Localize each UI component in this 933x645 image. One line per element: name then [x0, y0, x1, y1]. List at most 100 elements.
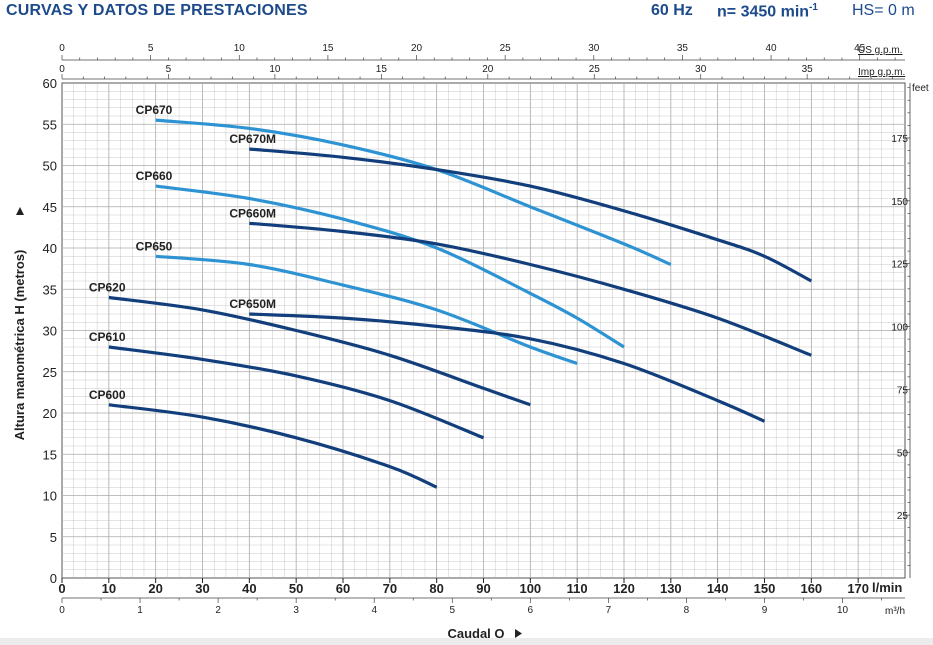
x-tick-label: 50: [289, 581, 303, 596]
speed-exponent: -1: [809, 2, 818, 13]
series-label-cp670: CP670: [136, 103, 173, 117]
series-label-cp650: CP650: [136, 239, 173, 253]
x-tick-label: 40: [242, 581, 256, 596]
series-line-cp650: [155, 254, 578, 366]
imp-gpm-tick-label: 0: [59, 64, 65, 75]
imp-gpm-tick-label: 35: [802, 64, 814, 75]
imp-gpm-unit-label: Imp g.p.m.: [858, 67, 905, 78]
series-line-cp670m: [249, 147, 813, 283]
feet-tick-label: 50: [897, 448, 909, 459]
chart-title: CURVAS Y DATOS DE PRESTACIONES: [6, 2, 308, 19]
series-layer: [108, 118, 813, 489]
x-tick-label: 0: [58, 581, 65, 596]
series-line-cp660m: [249, 221, 812, 357]
x-tick-label: 120: [613, 581, 635, 596]
speed-label: n= 3450 min-1: [717, 2, 818, 21]
feet-tick-label: 100: [891, 323, 908, 334]
series-label-cp610: CP610: [89, 330, 126, 344]
frequency-label: 60 Hz: [651, 2, 693, 19]
us-gpm-tick-label: 20: [411, 43, 423, 54]
x-tick-label: 60: [336, 581, 350, 596]
y-tick-label: 50: [43, 159, 57, 174]
imp-gpm-tick-label: 20: [482, 64, 494, 75]
feet-unit-label: feet: [912, 83, 929, 94]
series-label-cp660m: CP660M: [229, 206, 276, 220]
us-gpm-tick-label: 40: [765, 43, 777, 54]
x-axis-arrow-icon: [515, 629, 522, 638]
imp-gpm-tick-label: 30: [695, 64, 707, 75]
x-axis-title: Caudal Q: [447, 626, 522, 641]
m3h-tick-label: 3: [293, 605, 299, 616]
feet-tick-label: 25: [897, 511, 909, 522]
m3h-tick-label: 7: [606, 605, 612, 616]
series-line-cp620: [108, 295, 531, 407]
x-tick-label: 160: [800, 581, 822, 596]
m3h-tick-label: 2: [215, 605, 221, 616]
imp-gpm-tick-label: 25: [589, 64, 601, 75]
series-label-cp670m: CP670M: [229, 132, 276, 146]
suction-height-label: HS= 0 m: [852, 2, 915, 19]
y-axis-label: Altura manométrica H (metros): [12, 250, 27, 441]
series-line-cp660: [155, 184, 625, 349]
feet-tick-label: 150: [891, 197, 908, 208]
x-tick-label: 100: [519, 581, 541, 596]
us-gpm-tick-label: 5: [148, 43, 154, 54]
x-tick-label: 130: [660, 581, 682, 596]
us-gpm-tick-label: 35: [677, 43, 689, 54]
m3h-tick-label: 5: [449, 605, 455, 616]
feet-tick-label: 175: [891, 134, 908, 145]
x-tick-label: 150: [754, 581, 776, 596]
series-label-cp600: CP600: [89, 388, 126, 402]
feet-tick-label: 125: [891, 260, 908, 271]
y-tick-label: 0: [50, 571, 57, 586]
y-axis-arrow-icon: [16, 207, 24, 215]
imp-gpm-tick-label: 5: [166, 64, 172, 75]
y-tick-label: 60: [43, 76, 57, 91]
us-gpm-tick-label: 30: [588, 43, 600, 54]
x-tick-label: 140: [707, 581, 729, 596]
x-tick-label: 30: [195, 581, 209, 596]
series-line-cp650m: [249, 312, 766, 423]
y-tick-label: 35: [43, 282, 57, 297]
m3h-tick-label: 1: [137, 605, 143, 616]
m3h-tick-label: 4: [371, 605, 377, 616]
series-label-cp660: CP660: [136, 169, 173, 183]
x-tick-label: 110: [567, 581, 588, 596]
axes: 0 10 20 30 40 50 60 70 80 90 100 110 120 130 140 150 160…: [43, 43, 911, 616]
us-gpm-tick-label: 10: [234, 43, 246, 54]
m3h-tick-label: 9: [762, 605, 768, 616]
y-tick-label: 55: [43, 117, 57, 132]
speed-text: n= 3450 min: [717, 3, 810, 21]
y-tick-label: 40: [43, 241, 57, 256]
x-tick-label: 20: [148, 581, 162, 596]
y-tick-label: 5: [50, 530, 57, 545]
x-tick-label: 80: [429, 581, 443, 596]
m3h-tick-label: 8: [684, 605, 690, 616]
x-tick-label: 70: [383, 581, 397, 596]
imp-gpm-tick-label: 10: [269, 64, 281, 75]
us-gpm-tick-label: 15: [322, 43, 334, 54]
x-axis-label: Caudal Q: [447, 626, 504, 641]
series-labels: CP670 CP670M CP660 CP660M CP650 CP650M CP620 CP…: [89, 103, 276, 402]
feet-tick-label: 75: [897, 385, 909, 396]
series-label-cp620: CP620: [89, 281, 126, 295]
y-tick-label: 15: [43, 447, 57, 462]
us-gpm-tick-label: 25: [500, 43, 512, 54]
series-label-cp650m: CP650M: [229, 297, 276, 311]
series-line-cp610: [108, 345, 485, 440]
grid: [61, 82, 906, 579]
y-tick-label: 45: [43, 200, 57, 215]
m3h-tick-label: 0: [59, 605, 65, 616]
m3h-tick-label: 10: [837, 605, 849, 616]
series-line-cp600: [108, 403, 438, 489]
m3h-unit-label: m³/h: [885, 606, 905, 617]
us-gpm-tick-label: 0: [59, 43, 65, 54]
chart-header: CURVAS Y DATOS DE PRESTACIONES 60 Hz n= …: [0, 0, 933, 26]
bottom-strip: [0, 638, 933, 645]
us-gpm-tick-label: 45: [854, 43, 866, 54]
us-gpm-unit-label: US g.p.m.: [858, 45, 902, 56]
x-unit-label: l/min: [872, 580, 902, 595]
x-tick-label: 90: [476, 581, 490, 596]
imp-gpm-tick-label: 15: [376, 64, 388, 75]
